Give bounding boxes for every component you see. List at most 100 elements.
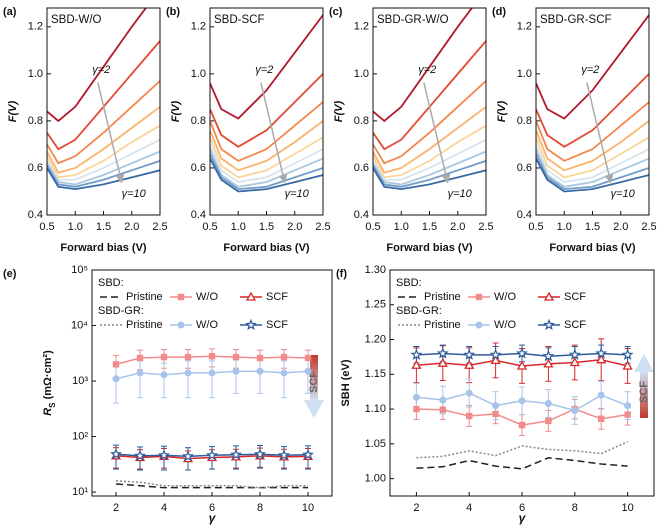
legend-label: W/O (494, 291, 516, 303)
x-tick-label: 1.5 (585, 221, 600, 233)
plot-frame (91, 269, 333, 497)
plot-area (47, 8, 160, 191)
legend-label: W/O (196, 291, 218, 303)
marker (596, 354, 607, 364)
annotation: γ=10 (122, 188, 147, 200)
y-tick-label: 1.2 (191, 21, 206, 33)
x-tick-label: 0.5 (365, 221, 380, 233)
panel-label: (e) (3, 268, 17, 280)
annotation: γ=10 (285, 188, 310, 200)
x-tick-label: 4 (466, 502, 472, 514)
legend-label: SCF (564, 291, 586, 303)
plot-area (410, 338, 634, 470)
marker (413, 405, 420, 413)
curve (47, 167, 160, 191)
legend-label: Pristine (424, 319, 461, 331)
panel-title: SBD-SCF (214, 14, 264, 26)
legend-label: Pristine (126, 291, 163, 303)
error-bar (113, 366, 119, 404)
plot-frame (209, 7, 324, 216)
marker (624, 402, 632, 410)
marker (568, 348, 581, 360)
marker (598, 415, 605, 423)
y-tick-label: 0.4 (354, 209, 369, 221)
y-tick-label: 1.0 (517, 68, 532, 80)
curve (210, 73, 323, 148)
curve (536, 158, 649, 193)
marker (490, 355, 501, 365)
marker (492, 402, 500, 410)
marker (492, 410, 499, 418)
legend-label: SCF (266, 319, 288, 331)
gamma-arrow (423, 82, 451, 184)
plot-area (373, 8, 486, 191)
marker (571, 406, 579, 414)
y-tick-label: 1.00 (365, 473, 386, 485)
curve (47, 8, 148, 123)
y-axis-label-main: R (42, 408, 54, 416)
marker (232, 353, 240, 361)
x-tick-label: 6 (519, 502, 525, 514)
x-tick-label: 2 (413, 502, 419, 514)
curve (373, 124, 486, 179)
curve (536, 14, 649, 120)
marker (518, 421, 526, 429)
curve (373, 138, 486, 181)
y-tick-label: 0.4 (191, 209, 206, 221)
y-tick-label: 10¹ (72, 486, 88, 498)
curve (47, 150, 160, 186)
curve (210, 153, 323, 191)
curve (373, 8, 474, 123)
marker (410, 348, 423, 360)
marker (543, 358, 554, 368)
marker (208, 369, 216, 377)
y-axis-label: RS (mΩ·cm²) (42, 350, 57, 416)
legend-group: SBD: (98, 277, 124, 289)
y-axis-label: F(V) (333, 100, 345, 122)
marker (177, 293, 185, 301)
annotation: γ=2 (92, 64, 110, 76)
marker (304, 354, 312, 362)
x-tick-label: 1.0 (394, 221, 409, 233)
marker (439, 396, 447, 404)
y-tick-label: 1.0 (28, 68, 43, 80)
panel-title: SBD-GR-SCF (540, 14, 612, 26)
marker (278, 449, 290, 461)
marker (542, 349, 555, 362)
x-axis-label: Forward bias (V) (386, 242, 473, 254)
x-axis-label: Forward bias (V) (549, 242, 636, 254)
plot-area (536, 14, 649, 193)
x-axis-label: Forward bias (V) (60, 242, 147, 254)
error-bar (257, 359, 263, 394)
curve (373, 167, 486, 191)
marker (208, 353, 216, 360)
y-axis-label: F(V) (7, 100, 19, 122)
x-tick-label: 2.0 (124, 221, 139, 233)
x-tick-label: 2.0 (450, 221, 465, 233)
legend-group: SBD: (396, 277, 422, 289)
curve (373, 40, 486, 151)
y-tick-label: 1.0 (191, 68, 206, 80)
curve (536, 101, 649, 162)
panel-title: SBD-GR-W/O (377, 14, 449, 26)
error-bar (161, 362, 167, 399)
x-tick-label: 8 (572, 502, 578, 514)
marker (184, 369, 192, 377)
marker (544, 400, 552, 408)
annotation: γ=2 (255, 64, 273, 76)
x-tick-label: 2.0 (613, 221, 628, 233)
y-tick-label: 1.2 (28, 21, 43, 33)
gamma-arrow (97, 82, 125, 184)
y-axis-label-unit: (mΩ·cm²) (42, 350, 54, 403)
plot-area (110, 348, 314, 489)
marker (436, 347, 449, 359)
scf-annotation: SCF (638, 381, 650, 403)
panel-title: SBD-W/O (51, 14, 102, 26)
marker (112, 361, 120, 368)
curve (536, 136, 649, 179)
marker (134, 449, 146, 461)
curve (210, 144, 323, 184)
panel-label: (f) (336, 268, 347, 280)
x-tick-label: 2.5 (152, 221, 167, 233)
marker (232, 367, 240, 375)
